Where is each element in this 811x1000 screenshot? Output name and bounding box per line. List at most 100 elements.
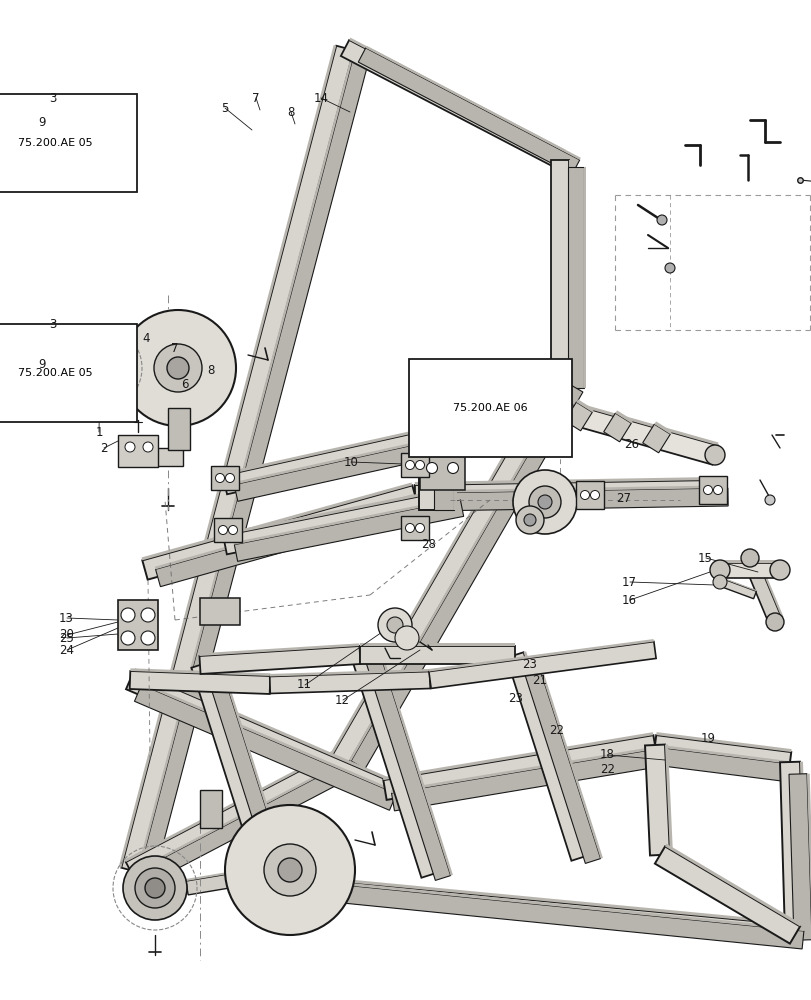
Circle shape — [141, 631, 155, 645]
Circle shape — [120, 310, 236, 426]
Text: 15: 15 — [697, 552, 711, 564]
Text: 4: 4 — [142, 332, 150, 344]
Polygon shape — [126, 671, 388, 799]
Polygon shape — [664, 844, 800, 926]
Polygon shape — [155, 491, 425, 569]
Circle shape — [704, 445, 724, 465]
Polygon shape — [653, 735, 790, 772]
Polygon shape — [208, 661, 281, 882]
Text: 1: 1 — [95, 426, 103, 438]
Text: 17: 17 — [621, 576, 636, 588]
Polygon shape — [428, 642, 655, 688]
Polygon shape — [427, 488, 727, 511]
Circle shape — [378, 608, 411, 642]
Polygon shape — [200, 598, 240, 625]
Circle shape — [264, 844, 315, 896]
Text: 24: 24 — [59, 644, 74, 656]
Circle shape — [415, 524, 424, 532]
Text: 3: 3 — [49, 92, 57, 105]
Polygon shape — [642, 424, 670, 453]
Polygon shape — [365, 656, 450, 880]
Polygon shape — [664, 744, 672, 855]
Text: 18: 18 — [599, 748, 614, 762]
Text: 25: 25 — [59, 632, 74, 645]
Polygon shape — [359, 646, 514, 664]
Polygon shape — [118, 600, 158, 650]
Circle shape — [512, 390, 531, 410]
Polygon shape — [140, 53, 369, 872]
Circle shape — [387, 617, 402, 633]
Polygon shape — [440, 393, 528, 407]
Polygon shape — [522, 387, 718, 445]
Text: 75.200.AE 06: 75.200.AE 06 — [453, 403, 527, 413]
Polygon shape — [654, 846, 799, 944]
Circle shape — [141, 608, 155, 622]
Polygon shape — [391, 745, 661, 793]
Polygon shape — [383, 732, 653, 780]
Circle shape — [515, 506, 543, 534]
Polygon shape — [351, 652, 438, 878]
Bar — [168, 408, 190, 450]
Bar — [401, 453, 428, 477]
Polygon shape — [391, 748, 663, 811]
Polygon shape — [268, 875, 795, 945]
Polygon shape — [120, 374, 132, 376]
Circle shape — [702, 486, 711, 494]
Polygon shape — [223, 426, 452, 494]
Polygon shape — [332, 375, 567, 765]
Polygon shape — [414, 480, 714, 505]
Polygon shape — [440, 440, 444, 510]
Circle shape — [125, 442, 135, 452]
Circle shape — [415, 460, 424, 470]
Polygon shape — [222, 488, 448, 536]
Polygon shape — [234, 497, 460, 545]
Polygon shape — [121, 46, 354, 872]
Circle shape — [765, 613, 783, 631]
Bar — [200, 790, 221, 828]
Polygon shape — [143, 756, 354, 868]
Text: 23: 23 — [521, 658, 536, 672]
Text: 9: 9 — [38, 359, 46, 371]
Polygon shape — [569, 160, 571, 380]
Polygon shape — [205, 666, 290, 890]
Circle shape — [709, 560, 729, 580]
Text: 20: 20 — [59, 629, 74, 642]
Polygon shape — [433, 440, 453, 510]
Circle shape — [528, 486, 560, 518]
Circle shape — [143, 442, 152, 452]
Polygon shape — [234, 500, 463, 561]
Polygon shape — [756, 556, 783, 617]
Polygon shape — [134, 668, 389, 781]
Bar — [575, 481, 603, 509]
Polygon shape — [269, 672, 430, 693]
Polygon shape — [583, 167, 586, 388]
Text: 5: 5 — [221, 102, 229, 115]
Text: 8: 8 — [286, 106, 294, 119]
Polygon shape — [222, 423, 448, 476]
Circle shape — [590, 490, 599, 499]
Polygon shape — [186, 873, 236, 895]
Polygon shape — [419, 455, 465, 490]
Text: 14: 14 — [313, 92, 328, 105]
Polygon shape — [126, 752, 344, 878]
Circle shape — [431, 390, 448, 406]
Polygon shape — [135, 685, 396, 810]
Text: 6: 6 — [181, 378, 189, 391]
Circle shape — [225, 805, 354, 935]
Circle shape — [580, 490, 589, 499]
Circle shape — [664, 263, 674, 273]
Circle shape — [523, 514, 535, 526]
Circle shape — [713, 486, 722, 494]
Polygon shape — [418, 440, 440, 510]
Polygon shape — [365, 46, 580, 160]
Polygon shape — [453, 440, 457, 510]
Polygon shape — [281, 879, 803, 949]
Circle shape — [394, 626, 418, 650]
Polygon shape — [144, 758, 361, 882]
Circle shape — [225, 474, 234, 483]
Polygon shape — [718, 578, 756, 599]
Circle shape — [405, 524, 414, 532]
Bar — [211, 466, 238, 490]
Circle shape — [228, 526, 237, 534]
Text: 11: 11 — [297, 678, 311, 692]
